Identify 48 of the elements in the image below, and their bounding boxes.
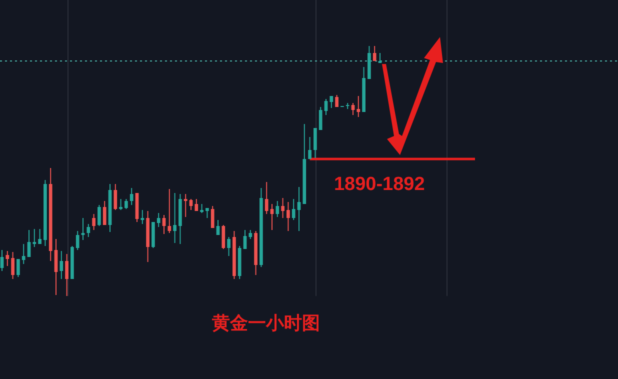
- candlestick: [76, 230, 80, 250]
- candlestick: [156, 212, 160, 228]
- candlestick: [60, 250, 64, 280]
- candlestick: [351, 102, 355, 116]
- candlestick: [0, 250, 4, 272]
- candlestick: [330, 96, 334, 108]
- candlestick: [27, 230, 31, 258]
- candlestick: [324, 98, 328, 116]
- candlestick: [140, 210, 144, 224]
- candlestick: [356, 96, 360, 118]
- candlestick: [22, 244, 26, 264]
- candlestick: [162, 214, 166, 234]
- candlestick: [32, 228, 36, 248]
- candlestick: [16, 258, 20, 278]
- candlestick: [98, 204, 101, 226]
- candlestick: [130, 188, 134, 206]
- candlestick: [243, 230, 247, 250]
- candlestick: [286, 202, 290, 232]
- candlestick: [222, 224, 226, 250]
- text: 黄金一小时图: [211, 313, 320, 334]
- candlestick: [86, 224, 90, 238]
- candlestick: [372, 46, 376, 62]
- candlestick: [173, 192, 176, 244]
- candlestick: [38, 228, 42, 244]
- candlestick: [102, 200, 106, 226]
- candlestick: [281, 198, 284, 218]
- candlestick: [124, 198, 128, 210]
- candlestick: [308, 136, 312, 160]
- candlestick: [276, 200, 280, 218]
- candlestick: [264, 182, 268, 214]
- candlestick: [318, 106, 322, 130]
- candlestick: [168, 188, 172, 234]
- candlestick: [11, 252, 14, 280]
- candlestick: [210, 206, 214, 228]
- candlestick: [6, 250, 10, 266]
- candlestick: [297, 186, 301, 232]
- candlestick: [314, 128, 317, 158]
- candlestick: [65, 254, 68, 296]
- candlestick: [189, 198, 193, 210]
- annotation: 1890-1892: [334, 174, 425, 195]
- candlestick: [119, 198, 122, 210]
- candlestick: [270, 204, 274, 230]
- candlestick: [114, 184, 118, 210]
- candlestick: [206, 208, 209, 218]
- candlestick: [184, 194, 188, 218]
- candlestick: [92, 214, 96, 230]
- candlestick: [227, 236, 230, 256]
- candlestick: [292, 198, 296, 220]
